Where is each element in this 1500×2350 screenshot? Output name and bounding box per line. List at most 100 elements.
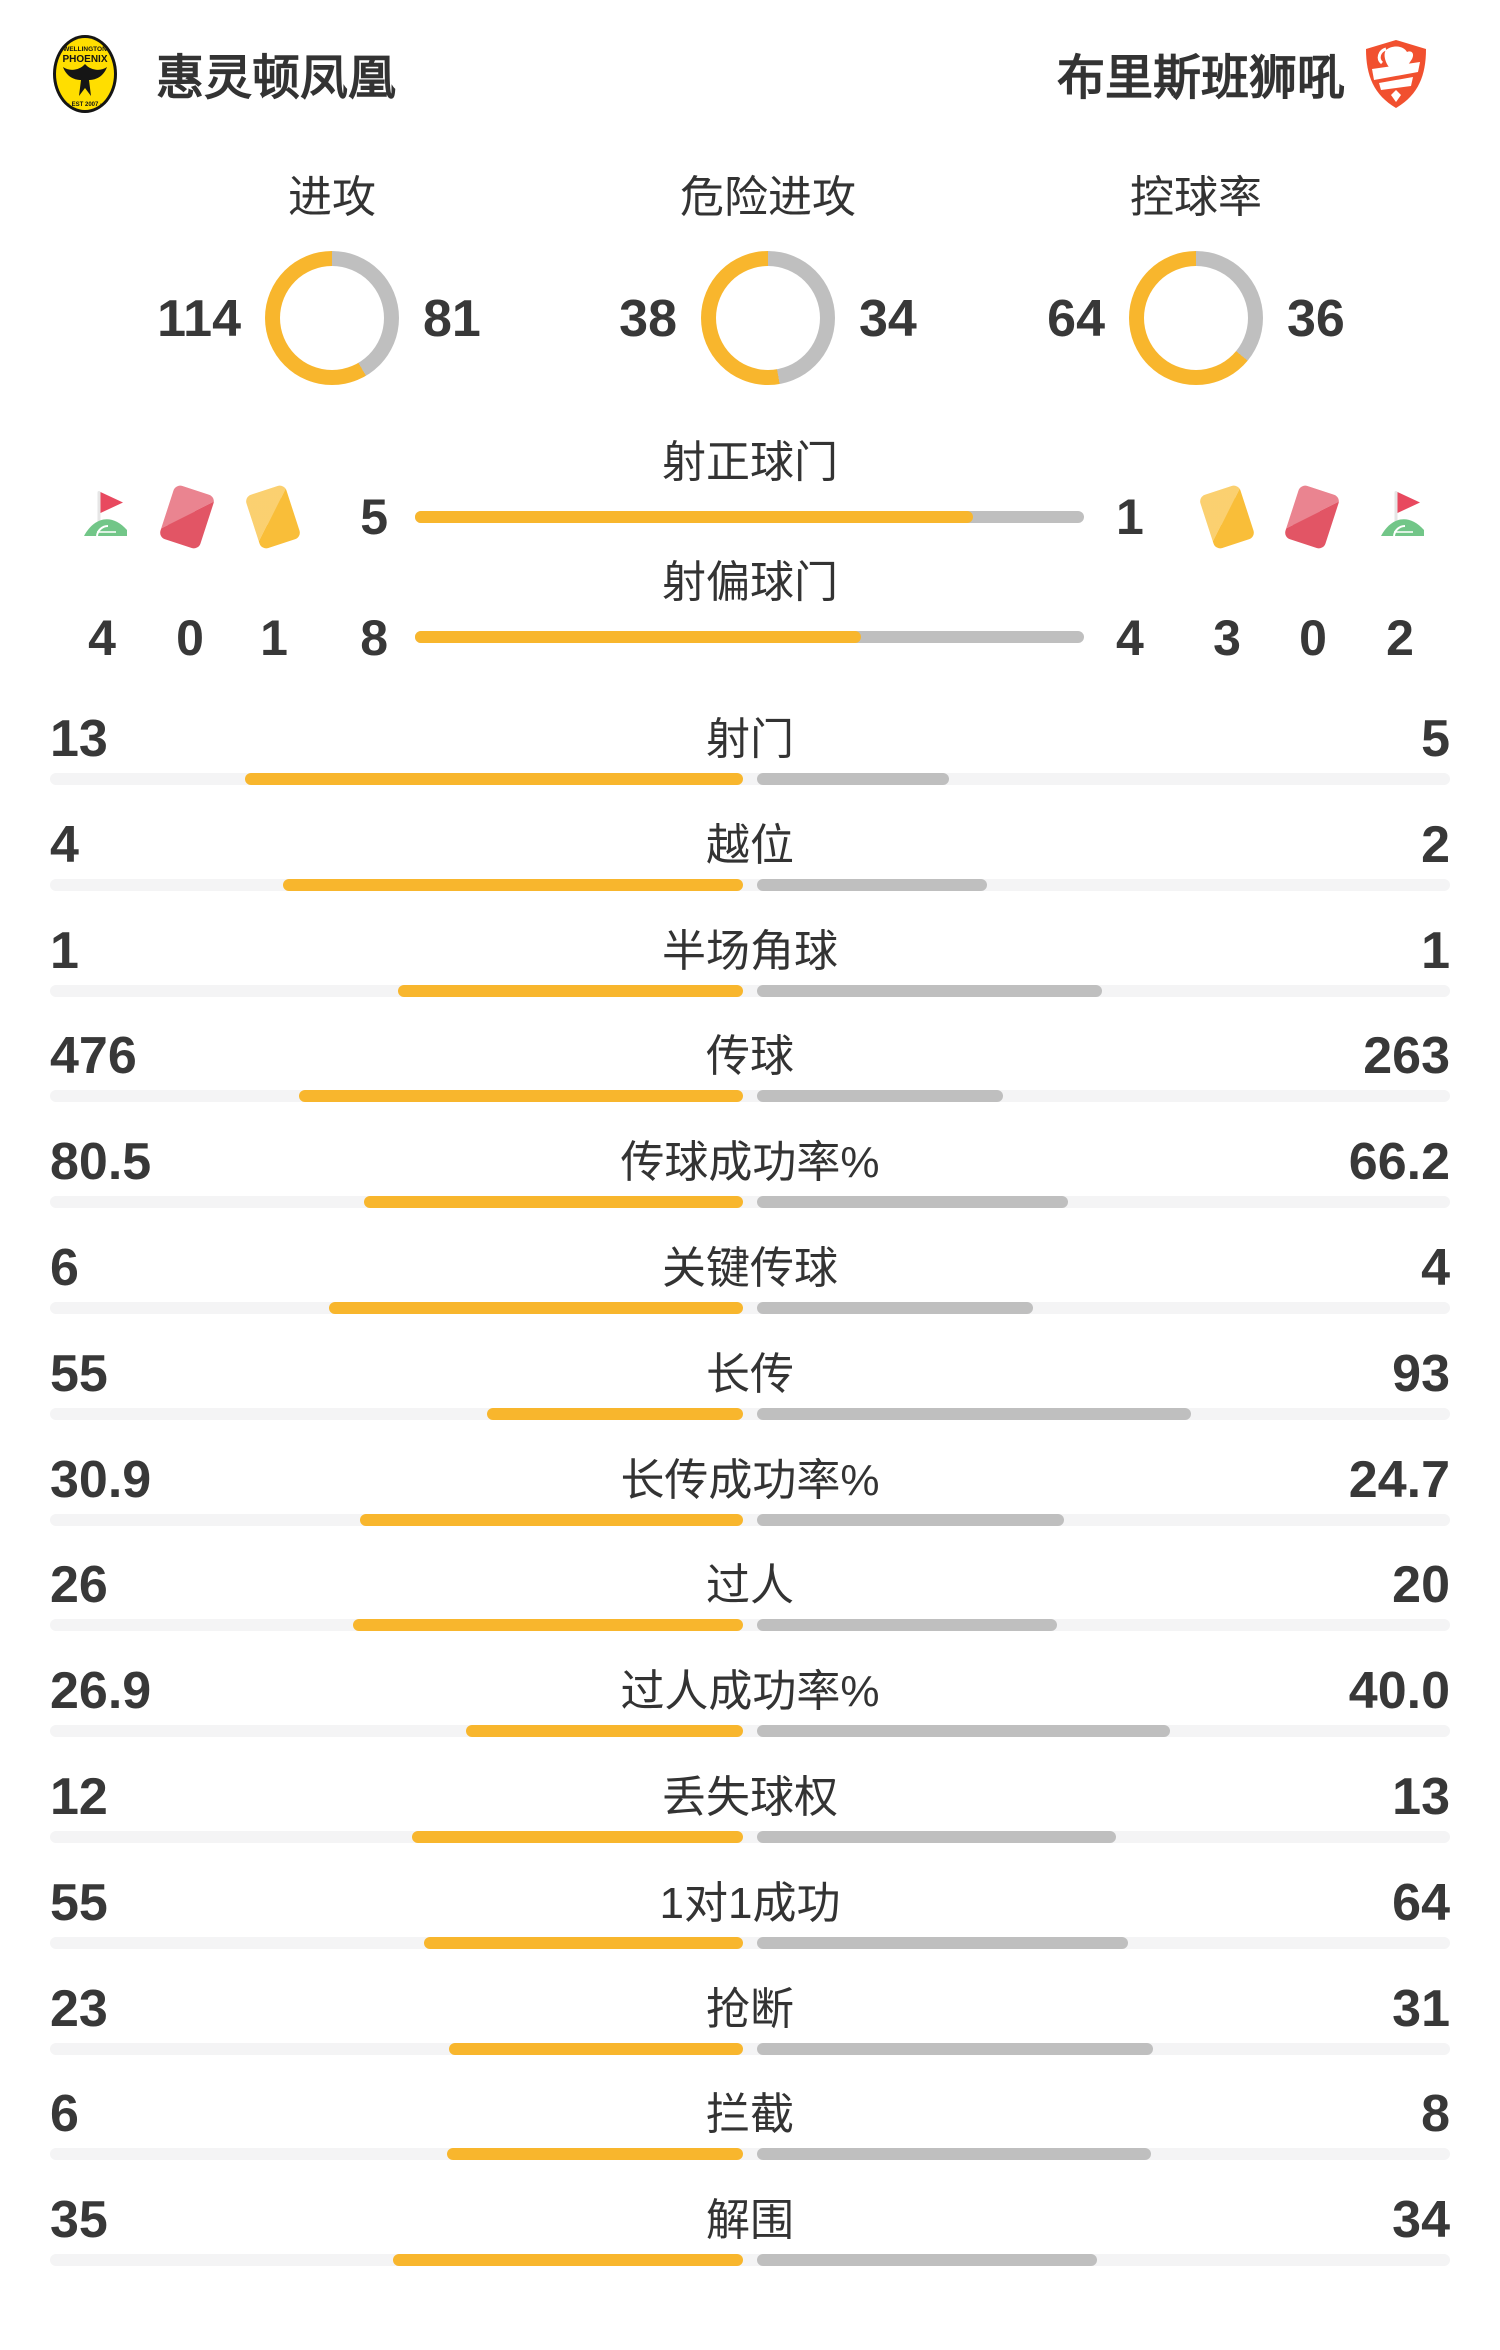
stat-bar-track: [50, 773, 1450, 785]
donut-away-value: 34: [859, 290, 917, 348]
stat-home-value: 26: [50, 1556, 108, 1615]
red-card-icon: [1283, 483, 1341, 551]
stat-bar-home: [364, 1196, 743, 1209]
stat-row-duels-won: 55 1对1成功 64: [0, 1852, 1500, 1958]
stat-bar-track: [50, 1301, 1450, 1314]
donut-chart-possession: [1129, 251, 1263, 385]
stat-bar-track: [50, 1619, 1450, 1632]
stat-name: 丢失球权: [662, 1772, 838, 1822]
stat-bar-track: [50, 2148, 1450, 2161]
stat-bar-track: [50, 1725, 1450, 1738]
stat-name: 拦截: [706, 2090, 794, 2140]
stat-home-value: 35: [50, 2191, 108, 2250]
home-red-cards-count: 0: [176, 610, 204, 666]
shots-off-target-away: 4: [1116, 610, 1144, 666]
stat-away-value: 8: [1421, 2085, 1450, 2144]
stat-bar-track: [50, 1196, 1450, 1209]
stat-row-possession-lost: 12 丢失球权 13: [0, 1746, 1500, 1852]
stat-bar-away: [757, 2254, 1097, 2267]
stat-row-dribble-success: 26.9 过人成功率% 40.0: [0, 1640, 1500, 1746]
stat-bar-away: [757, 1513, 1064, 1526]
stat-bar-away: [757, 2148, 1152, 2161]
shots-on-target-bar: [415, 511, 1084, 523]
donut-chart-dangerous-attacks: [701, 251, 835, 385]
stat-row-offsides: 4 越位 2: [0, 794, 1500, 900]
stat-name: 长传: [706, 1349, 794, 1399]
stat-name: 射门: [706, 715, 794, 764]
stat-home-value: 6: [50, 1238, 79, 1297]
stat-bar-home: [298, 1090, 743, 1103]
stat-bar-home: [465, 1725, 743, 1738]
away-corners-count: 2: [1386, 610, 1414, 666]
stat-bar-away: [757, 1196, 1069, 1209]
stat-away-value: 34: [1392, 2191, 1450, 2250]
stat-bar-away: [757, 773, 949, 785]
stat-bar-home: [449, 2042, 743, 2055]
stat-away-value: 93: [1392, 1344, 1450, 1403]
stat-home-value: 4: [50, 815, 79, 874]
shots-on-target-title: 射正球门: [662, 438, 838, 487]
stat-bar-away: [757, 984, 1102, 997]
stat-row-interceptions: 6 拦截 8: [0, 2063, 1500, 2169]
home-yellow-cards-count: 1: [260, 610, 288, 666]
stat-name: 传球成功率%: [620, 1138, 880, 1188]
svg-text:WELLINGTON: WELLINGTON: [63, 46, 107, 53]
stat-home-value: 23: [50, 1979, 108, 2038]
stat-bar-home: [359, 1513, 743, 1526]
shots-off-target-bar-home-fill: [415, 631, 861, 643]
away-team-logo-roar: [1366, 40, 1426, 108]
stat-away-value: 20: [1392, 1556, 1450, 1615]
stat-home-value: 12: [50, 1767, 108, 1826]
shots-off-target-home: 8: [360, 610, 388, 666]
stat-bar-home: [424, 1936, 743, 1949]
stat-home-value: 26.9: [50, 1662, 152, 1721]
stat-bar-home: [486, 1407, 743, 1420]
stat-name: 半场角球: [662, 926, 838, 976]
stat-bar-home: [447, 2148, 743, 2161]
stat-row-key-passes: 6 关键传球 4: [0, 1217, 1500, 1323]
stat-home-value: 1: [50, 921, 79, 980]
shots-on-target-bar-home-fill: [415, 511, 973, 523]
stat-home-value: 55: [50, 1344, 108, 1403]
stat-bar-track: [50, 2042, 1450, 2055]
stat-home-value: 55: [50, 1873, 108, 1932]
donut-away-value: 81: [423, 290, 481, 348]
red-card-icon: [158, 483, 216, 551]
stat-home-value: 6: [50, 2085, 79, 2144]
stat-row-clearances: 35 解围 34: [0, 2169, 1500, 2275]
stat-name: 传球: [706, 1032, 794, 1082]
stat-bar-away: [757, 1619, 1057, 1632]
stat-name: 过人: [706, 1561, 794, 1611]
stat-away-value: 5: [1421, 710, 1450, 768]
stat-bar-track: [50, 1513, 1450, 1526]
stat-row-half-corners: 1 半场角球 1: [0, 900, 1500, 1006]
stat-bar-home: [411, 1830, 743, 1843]
stat-away-value: 24.7: [1348, 1450, 1450, 1509]
donut-title-dangerous-attacks: 危险进攻: [680, 173, 856, 222]
stat-bar-away: [757, 878, 987, 891]
stat-bar-away: [757, 1407, 1191, 1420]
stat-bar-away: [757, 1301, 1033, 1314]
home-team-logo-phoenix: WELLINGTON PHOENIX · EST 2007 ·: [53, 35, 117, 113]
svg-text:PHOENIX: PHOENIX: [62, 54, 107, 65]
stat-away-value: 4: [1421, 1238, 1450, 1297]
stat-bar-away: [757, 1830, 1116, 1843]
stat-row-tackles: 23 抢断 31: [0, 1958, 1500, 2064]
stat-row-pass-accuracy: 80.5 传球成功率% 66.2: [0, 1111, 1500, 1217]
stat-name: 长传成功率%: [620, 1455, 880, 1505]
stat-row-passes: 476 传球 263: [0, 1005, 1500, 1111]
donut-title-attacks: 进攻: [288, 173, 376, 222]
donut-away-value: 36: [1287, 290, 1345, 348]
donut-home-value: 38: [619, 290, 677, 348]
stat-name: 抢断: [706, 1984, 794, 2034]
donut-home-value: 64: [1047, 290, 1105, 348]
stat-home-value: 80.5: [50, 1133, 152, 1192]
stat-row-dribbles: 26 过人 20: [0, 1534, 1500, 1640]
away-red-cards-count: 0: [1299, 610, 1327, 666]
stat-away-value: 66.2: [1348, 1133, 1450, 1192]
stat-away-value: 64: [1392, 1873, 1450, 1932]
donut-home-value: 114: [157, 290, 241, 348]
stat-bar-away: [757, 1936, 1129, 1949]
stat-name: 解围: [706, 2196, 794, 2246]
stat-bar-home: [393, 2254, 743, 2267]
